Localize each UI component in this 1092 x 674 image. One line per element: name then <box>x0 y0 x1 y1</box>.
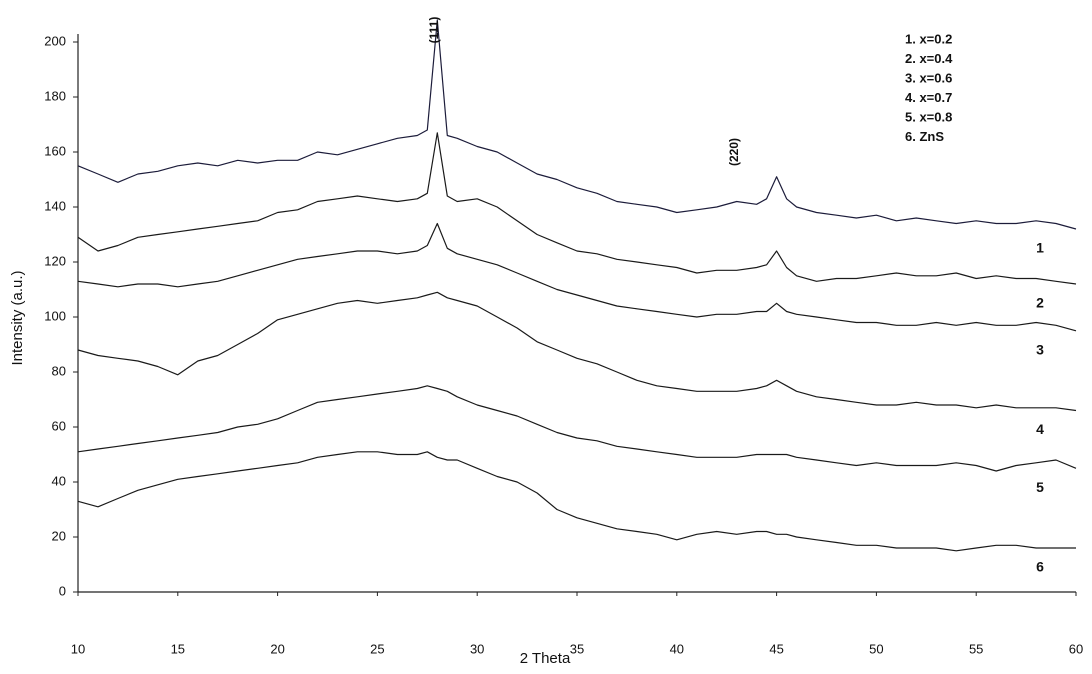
legend-entry: 4. x=0.7 <box>905 90 952 105</box>
curve-label: 5 <box>1036 479 1044 495</box>
x-tick-label: 30 <box>470 641 484 656</box>
x-tick-label: 15 <box>171 641 185 656</box>
y-tick-label: 40 <box>52 473 66 488</box>
y-tick-label: 160 <box>44 143 66 158</box>
page: 2 Theta Intensity (a.u.) 020406080100120… <box>0 0 1092 674</box>
y-tick-label: 0 <box>59 583 66 598</box>
y-tick-label: 120 <box>44 253 66 268</box>
y-axis-title: Intensity (a.u.) <box>9 270 26 365</box>
x-tick-label: 35 <box>570 641 584 656</box>
legend-entry: 5. x=0.8 <box>905 109 952 124</box>
legend-entry: 3. x=0.6 <box>905 70 952 85</box>
legend-entry: 1. x=0.2 <box>905 31 952 46</box>
y-tick-label: 20 <box>52 528 66 543</box>
curve-label: 6 <box>1036 559 1044 575</box>
legend-entry: 6. ZnS <box>905 129 944 144</box>
x-tick-label: 60 <box>1069 641 1083 656</box>
x-tick-label: 45 <box>769 641 783 656</box>
x-tick-label: 40 <box>670 641 684 656</box>
y-tick-label: 200 <box>44 33 66 48</box>
x-tick-label: 25 <box>370 641 384 656</box>
peak-annotation: (111) <box>427 17 441 44</box>
curve-label: 2 <box>1036 295 1044 311</box>
y-tick-label: 140 <box>44 198 66 213</box>
curve-label: 1 <box>1036 240 1044 256</box>
peak-annotation: (220) <box>727 138 741 166</box>
y-tick-label: 80 <box>52 363 66 378</box>
curve-label: 3 <box>1036 341 1044 357</box>
x-tick-label: 50 <box>869 641 883 656</box>
y-tick-label: 180 <box>44 88 66 103</box>
legend-entry: 2. x=0.4 <box>905 51 953 66</box>
chart: 2 Theta Intensity (a.u.) 020406080100120… <box>0 0 1092 669</box>
x-tick-label: 20 <box>270 641 284 656</box>
x-axis-title: 2 Theta <box>520 650 571 667</box>
x-tick-label: 55 <box>969 641 983 656</box>
x-tick-label: 10 <box>71 641 85 656</box>
y-tick-label: 100 <box>44 308 66 323</box>
y-tick-label: 60 <box>52 418 66 433</box>
curve-label: 4 <box>1036 421 1044 437</box>
